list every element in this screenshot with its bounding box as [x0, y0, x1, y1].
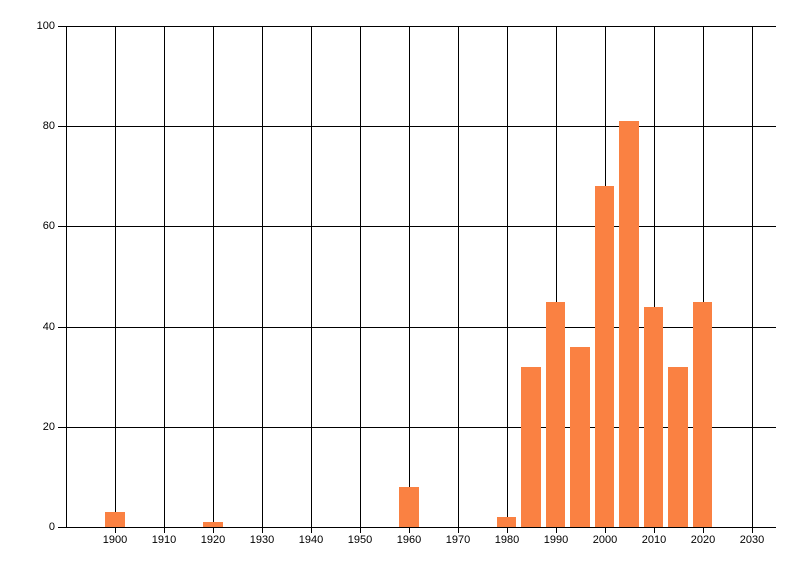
- v-gridline: [556, 26, 557, 533]
- v-gridline: [115, 26, 116, 533]
- x-tick-label: 1920: [200, 534, 226, 546]
- v-gridline: [654, 26, 655, 533]
- y-tick-label: 100: [36, 20, 55, 32]
- v-gridline: [360, 26, 361, 533]
- bar-2005: [619, 121, 639, 527]
- x-tick-label: 2010: [641, 534, 667, 546]
- v-gridline: [409, 26, 410, 533]
- bar-1990: [545, 301, 566, 527]
- x-tick-label: 1960: [396, 534, 422, 546]
- v-gridline: [311, 26, 312, 533]
- x-tick-label: 1900: [102, 534, 128, 546]
- bar-1900: [105, 511, 125, 527]
- bar-2020: [692, 301, 713, 527]
- bar-2010: [643, 306, 664, 527]
- x-tick-label: 1950: [347, 534, 373, 546]
- bar-1920: [203, 521, 223, 527]
- bar-1980: [496, 516, 517, 527]
- y-tick-label: 80: [42, 120, 55, 132]
- v-gridline: [262, 26, 263, 533]
- bar-2015: [668, 366, 688, 527]
- x-tick-label: 2020: [690, 534, 716, 546]
- bar-2000: [594, 186, 615, 527]
- v-gridline: [703, 26, 704, 533]
- h-gridline: [58, 126, 776, 127]
- v-gridline: [458, 26, 459, 533]
- bar-1995: [570, 346, 590, 527]
- v-gridline: [752, 26, 753, 533]
- y-tick-label: 60: [42, 220, 55, 232]
- bar-1985: [521, 366, 541, 527]
- v-gridline: [507, 26, 508, 533]
- y-axis-line: [66, 26, 67, 527]
- v-gridline: [164, 26, 165, 533]
- h-gridline: [58, 327, 776, 328]
- x-tick-label: 1980: [494, 534, 520, 546]
- y-tick-label: 20: [42, 421, 55, 433]
- x-tick-label: 1970: [445, 534, 471, 546]
- x-tick-label: 2030: [739, 534, 765, 546]
- x-tick-label: 2000: [592, 534, 618, 546]
- x-tick-label: 1990: [543, 534, 569, 546]
- h-gridline: [58, 226, 776, 227]
- h-gridline: [58, 26, 776, 27]
- v-gridline: [213, 26, 214, 533]
- bar-1960: [398, 486, 419, 527]
- x-tick-label: 1910: [151, 534, 177, 546]
- x-tick-label: 1940: [298, 534, 324, 546]
- y-tick-label: 0: [48, 521, 55, 533]
- x-tick-label: 1930: [249, 534, 275, 546]
- y-tick-label: 40: [42, 321, 55, 333]
- h-gridline: [58, 527, 776, 528]
- h-gridline: [58, 427, 776, 428]
